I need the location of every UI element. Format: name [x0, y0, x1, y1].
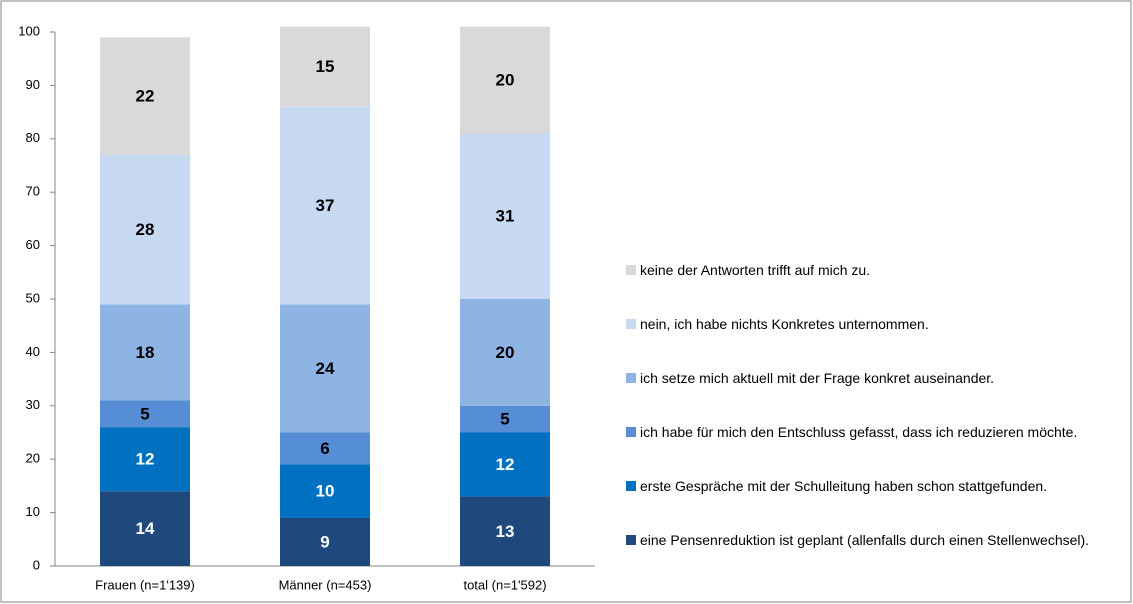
legend-swatch: [626, 373, 636, 383]
data-label: 6: [320, 439, 329, 458]
legend-item: erste Gespräche mit der Schulleitung hab…: [626, 475, 1116, 497]
bar-segment: [100, 491, 190, 566]
y-tick-label: 40: [26, 344, 40, 359]
x-tick-label: total (n=1'592): [463, 577, 546, 592]
bar-segment: [280, 517, 370, 566]
data-label: 14: [136, 519, 155, 538]
legend-item: keine der Antworten trifft auf mich zu.: [626, 259, 1116, 281]
y-tick-label: 0: [33, 557, 40, 572]
bar-segment: [460, 496, 550, 566]
y-tick-label: 60: [26, 237, 40, 252]
legend-swatch: [626, 535, 636, 545]
data-label: 12: [136, 450, 155, 469]
legend-swatch: [626, 481, 636, 491]
bar-segment: [460, 26, 550, 134]
y-tick-label: 50: [26, 290, 40, 305]
legend-swatch: [626, 265, 636, 275]
data-label: 20: [496, 343, 515, 362]
data-label: 15: [316, 57, 335, 76]
bar-segment: [460, 405, 550, 433]
y-tick-label: 90: [26, 77, 40, 92]
legend-item: nein, ich habe nichts Konkretes unternom…: [626, 313, 1116, 335]
data-label: 37: [316, 196, 335, 215]
bar-segment: [100, 304, 190, 401]
legend-label: ich habe für mich den Entschluss gefasst…: [640, 424, 1078, 440]
data-label: 22: [136, 87, 155, 106]
x-tick-label: Frauen (n=1'139): [95, 577, 195, 592]
legend-swatch: [626, 319, 636, 329]
data-label: 31: [496, 207, 515, 226]
y-tick-label: 80: [26, 130, 40, 145]
legend-item: ich setze mich aktuell mit der Frage kon…: [626, 367, 1116, 389]
data-label: 28: [136, 220, 155, 239]
data-label: 9: [320, 532, 329, 551]
data-label: 5: [140, 404, 149, 423]
data-label: 5: [500, 410, 509, 429]
data-label: 20: [496, 71, 515, 90]
bar-segment: [280, 304, 370, 433]
legend-label: erste Gespräche mit der Schulleitung hab…: [640, 478, 1048, 494]
data-label: 12: [496, 455, 515, 474]
bar-segment: [100, 37, 190, 155]
bar-segment: [280, 464, 370, 518]
legend-label: nein, ich habe nichts Konkretes unternom…: [640, 316, 929, 332]
legend-item: eine Pensenreduktion ist geplant (allenf…: [626, 529, 1116, 551]
bar-segment: [100, 427, 190, 492]
data-label: 18: [136, 343, 155, 362]
bar-segment: [100, 154, 190, 305]
bar-segment: [100, 400, 190, 428]
legend-label: ich setze mich aktuell mit der Frage kon…: [640, 370, 995, 386]
y-tick-label: 20: [26, 451, 40, 466]
y-tick-label: 30: [26, 397, 40, 412]
data-label: 10: [316, 482, 335, 501]
bar-segment: [460, 299, 550, 406]
legend-label: eine Pensenreduktion ist geplant (allenf…: [640, 532, 1090, 548]
legend-swatch: [626, 427, 636, 437]
data-label: 13: [496, 522, 515, 541]
bar-segment: [280, 432, 370, 465]
y-tick-label: 100: [18, 23, 40, 38]
data-label: 24: [316, 359, 335, 378]
bar-segment: [460, 133, 550, 299]
bar-segment: [280, 106, 370, 305]
legend-item: ich habe für mich den Entschluss gefasst…: [626, 421, 1116, 443]
legend-label: keine der Antworten trifft auf mich zu.: [640, 262, 871, 278]
bar-segment: [280, 26, 370, 107]
y-tick-label: 10: [26, 504, 40, 519]
bar-segment: [460, 432, 550, 497]
x-tick-label: Männer (n=453): [279, 577, 372, 592]
y-tick-label: 70: [26, 184, 40, 199]
